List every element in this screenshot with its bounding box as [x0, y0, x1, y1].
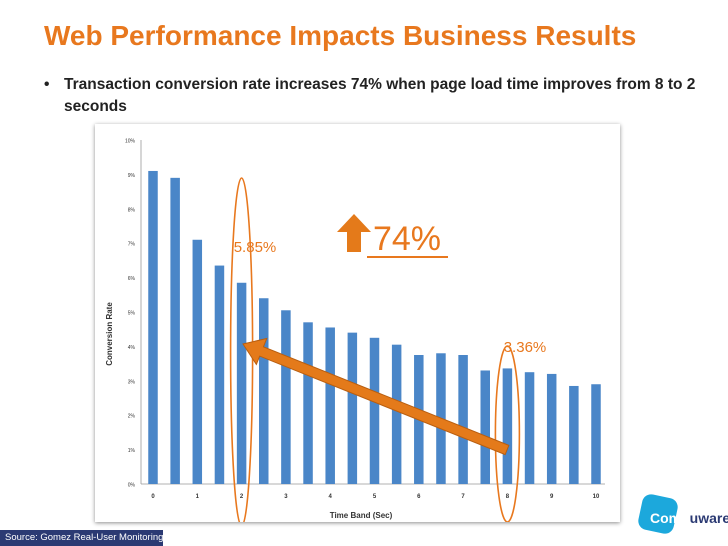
bar: [524, 372, 535, 484]
bar: [458, 355, 468, 484]
bar: [281, 310, 291, 484]
bullet-point: • Transaction conversion rate increases …: [44, 74, 704, 118]
bar: [569, 385, 579, 484]
x-axis-label: Time Band (Sec): [330, 511, 393, 520]
bar: [325, 327, 335, 484]
bar: [148, 170, 158, 484]
y-tick-label: 8%: [128, 207, 136, 213]
x-tick-label: 6: [417, 494, 421, 500]
y-tick-label: 4%: [128, 345, 136, 351]
right-value-label: 3.36%: [504, 339, 547, 356]
bar: [502, 368, 513, 484]
bullet-text: Transaction conversion rate increases 74…: [64, 76, 696, 115]
bar: [192, 239, 203, 484]
x-tick-label: 7: [461, 494, 465, 500]
y-tick-label: 2%: [128, 414, 136, 420]
y-axis-label: Conversion Rate: [105, 302, 114, 366]
chart-frame: 0% 1% 2% 3% 4% 5% 6% 7% 8% 9% 10% 0 1 2 3 4 5 6 7 8 9 10 Con…: [95, 124, 620, 522]
y-tick-label: 10%: [125, 139, 136, 145]
x-tick-label: 5: [373, 494, 377, 500]
bar: [214, 265, 225, 484]
y-tick-label: 5%: [128, 311, 136, 317]
y-tick-label: 7%: [128, 242, 136, 248]
y-tick-label: 0%: [128, 483, 136, 489]
left-value-label: 5.85%: [234, 239, 277, 256]
improvement-arrow-icon: [242, 337, 510, 456]
conversion-rate-chart: 0% 1% 2% 3% 4% 5% 6% 7% 8% 9% 10% 0 1 2 3 4 5 6 7 8 9 10 Con…: [105, 139, 605, 522]
y-tick-label: 9%: [128, 173, 136, 179]
bar: [347, 332, 358, 484]
logo-text: Compuware: [650, 510, 728, 526]
bar: [303, 322, 313, 484]
bar: [546, 373, 557, 484]
x-tick-label: 1: [196, 494, 200, 500]
highlight-ellipse-8s: [494, 345, 521, 522]
y-tick-label: 1%: [128, 448, 136, 454]
bar: [480, 370, 490, 484]
increase-label: 74%: [373, 220, 441, 258]
bullet-dot-icon: •: [44, 76, 50, 93]
compuware-logo: Compuware: [636, 492, 728, 538]
y-tick-label: 6%: [128, 276, 136, 282]
x-tick-label: 8: [506, 494, 510, 500]
source-caption: Source: Gomez Real-User Monitoring: [0, 530, 163, 546]
x-tick-label: 10: [593, 494, 600, 500]
x-tick-label: 4: [329, 494, 333, 500]
bar: [391, 344, 402, 484]
up-arrow-icon: [337, 214, 371, 252]
bar: [236, 282, 247, 484]
y-tick-label: 3%: [128, 379, 136, 385]
slide-title: Web Performance Impacts Business Results: [44, 20, 637, 51]
x-tick-label: 3: [284, 494, 288, 500]
x-tick-label: 2: [240, 494, 244, 500]
bar: [170, 177, 180, 484]
bar: [259, 298, 269, 484]
x-tick-label: 9: [550, 494, 554, 500]
bar: [591, 384, 601, 484]
x-tick-label: 0: [151, 494, 155, 500]
bar: [369, 337, 380, 484]
